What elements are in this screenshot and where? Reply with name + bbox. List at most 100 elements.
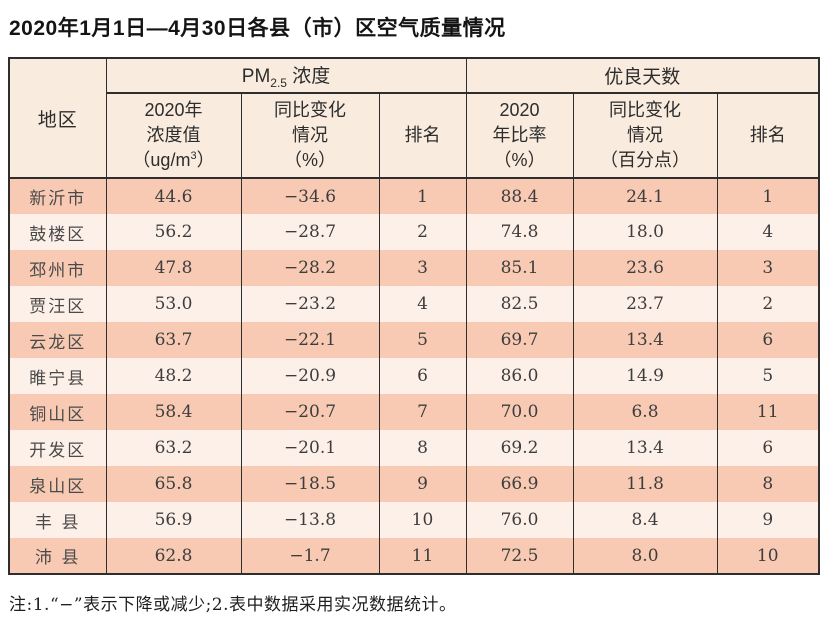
cell-pm-change: −28.7 bbox=[240, 214, 380, 250]
cell-pm-change: −28.2 bbox=[240, 250, 380, 286]
cell-good-change: 6.8 bbox=[572, 394, 718, 430]
cell-pm-rank: 4 bbox=[378, 286, 467, 322]
cell-pm-change: −20.1 bbox=[240, 430, 380, 466]
air-quality-table: 地区 PM2.5 浓度 优良天数 2020年 浓度值 （ug/m3） 同比变化 … bbox=[8, 57, 820, 575]
header-group-row: 地区 PM2.5 浓度 优良天数 bbox=[8, 58, 820, 179]
column-group-good-days: 优良天数 bbox=[465, 58, 820, 94]
cell-good-rate: 69.7 bbox=[465, 322, 574, 358]
table-row: 睢宁县 48.2 −20.9 6 86.0 14.9 5 bbox=[8, 358, 820, 394]
cell-good-rank: 6 bbox=[716, 322, 820, 358]
pm25-label-prefix: PM bbox=[241, 66, 271, 88]
cell-region: 开发区 bbox=[8, 430, 107, 466]
cell-good-change: 24.1 bbox=[572, 178, 718, 214]
cell-pm-rank: 9 bbox=[378, 466, 467, 502]
cell-region: 云龙区 bbox=[8, 322, 107, 358]
table-row: 泉山区 65.8 −18.5 9 66.9 11.8 8 bbox=[8, 466, 820, 502]
cell-good-change: 13.4 bbox=[572, 322, 718, 358]
pm-value-header-unit-sup: 3 bbox=[190, 150, 197, 163]
cell-good-rank: 4 bbox=[716, 214, 820, 250]
cell-good-change: 8.0 bbox=[572, 538, 718, 574]
cell-good-rate: 88.4 bbox=[465, 178, 574, 214]
cell-good-rank: 1 bbox=[716, 178, 820, 214]
cell-good-change: 23.6 bbox=[572, 250, 718, 286]
cell-pm-rank: 8 bbox=[378, 430, 467, 466]
good-rate-header-line2: 年比率 bbox=[492, 124, 547, 145]
pm-change-header-line1: 同比变化 bbox=[274, 99, 346, 120]
column-header-pm-change: 同比变化 情况 （%） bbox=[240, 93, 380, 179]
column-group-pm25: PM2.5 浓度 bbox=[105, 58, 467, 94]
cell-pm-value: 62.8 bbox=[105, 538, 242, 574]
cell-good-rate: 70.0 bbox=[465, 394, 574, 430]
cell-good-rank: 11 bbox=[716, 394, 820, 430]
good-rate-header-unit: （%） bbox=[493, 150, 546, 171]
table-row: 云龙区 63.7 −22.1 5 69.7 13.4 6 bbox=[8, 322, 820, 358]
pm-value-header-line2: 浓度值 bbox=[146, 124, 201, 145]
cell-pm-value: 47.8 bbox=[105, 250, 242, 286]
cell-pm-change: −23.2 bbox=[240, 286, 380, 322]
cell-good-rank: 5 bbox=[716, 358, 820, 394]
good-change-header-line1: 同比变化 bbox=[609, 99, 681, 120]
cell-pm-rank: 6 bbox=[378, 358, 467, 394]
cell-region: 睢宁县 bbox=[8, 358, 107, 394]
cell-region: 贾汪区 bbox=[8, 286, 107, 322]
cell-good-rate: 82.5 bbox=[465, 286, 574, 322]
cell-pm-value: 48.2 bbox=[105, 358, 242, 394]
cell-pm-rank: 1 bbox=[378, 178, 467, 214]
cell-good-rank: 3 bbox=[716, 250, 820, 286]
cell-pm-rank: 11 bbox=[378, 538, 467, 574]
cell-pm-change: −20.9 bbox=[240, 358, 380, 394]
good-change-header-unit: （百分点） bbox=[600, 150, 690, 171]
pm-value-header-unit-post: ） bbox=[196, 150, 215, 171]
cell-region: 丰 县 bbox=[8, 502, 107, 538]
cell-good-rank: 2 bbox=[716, 286, 820, 322]
column-header-pm-value: 2020年 浓度值 （ug/m3） bbox=[105, 93, 242, 179]
cell-good-rate: 66.9 bbox=[465, 466, 574, 502]
cell-good-rate: 76.0 bbox=[465, 502, 574, 538]
pm25-subscript: 2.5 bbox=[270, 75, 287, 90]
cell-pm-change: −18.5 bbox=[240, 466, 380, 502]
good-change-header-line2: 情况 bbox=[627, 124, 663, 145]
cell-pm-change: −22.1 bbox=[240, 322, 380, 358]
cell-pm-value: 65.8 bbox=[105, 466, 242, 502]
cell-pm-rank: 10 bbox=[378, 502, 467, 538]
pm-value-header-unit-pre: （ug/m bbox=[132, 150, 191, 171]
table-row: 邳州市 47.8 −28.2 3 85.1 23.6 3 bbox=[8, 250, 820, 286]
pm-change-header-line2: 情况 bbox=[292, 124, 328, 145]
cell-pm-change: −34.6 bbox=[240, 178, 380, 214]
table-row: 铜山区 58.4 −20.7 7 70.0 6.8 11 bbox=[8, 394, 820, 430]
cell-pm-value: 56.9 bbox=[105, 502, 242, 538]
table-row: 鼓楼区 56.2 −28.7 2 74.8 18.0 4 bbox=[8, 214, 820, 250]
cell-good-change: 11.8 bbox=[572, 466, 718, 502]
cell-good-change: 18.0 bbox=[572, 214, 718, 250]
cell-pm-rank: 3 bbox=[378, 250, 467, 286]
cell-good-change: 14.9 bbox=[572, 358, 718, 394]
table-row: 新沂市 44.6 −34.6 1 88.4 24.1 1 bbox=[8, 178, 820, 214]
cell-good-rank: 9 bbox=[716, 502, 820, 538]
cell-pm-change: −20.7 bbox=[240, 394, 380, 430]
pm-change-header-unit: （%） bbox=[283, 150, 336, 171]
cell-pm-rank: 7 bbox=[378, 394, 467, 430]
cell-pm-rank: 5 bbox=[378, 322, 467, 358]
cell-pm-value: 56.2 bbox=[105, 214, 242, 250]
cell-good-rate: 72.5 bbox=[465, 538, 574, 574]
cell-good-rank: 8 bbox=[716, 466, 820, 502]
column-header-pm-rank: 排名 bbox=[378, 93, 467, 179]
table-row: 丰 县 56.9 −13.8 10 76.0 8.4 9 bbox=[8, 502, 820, 538]
cell-pm-value: 63.2 bbox=[105, 430, 242, 466]
cell-region: 沛 县 bbox=[8, 538, 107, 574]
table-body: 新沂市 44.6 −34.6 1 88.4 24.1 1 鼓楼区 56.2 −2… bbox=[8, 178, 820, 574]
pm-value-header-line1: 2020年 bbox=[144, 99, 203, 120]
cell-pm-value: 44.6 bbox=[105, 178, 242, 214]
cell-pm-value: 53.0 bbox=[105, 286, 242, 322]
cell-pm-rank: 2 bbox=[378, 214, 467, 250]
cell-good-rate: 85.1 bbox=[465, 250, 574, 286]
page-title: 2020年1月1日—4月30日各县（市）区空气质量情况 bbox=[9, 17, 506, 40]
cell-region: 鼓楼区 bbox=[8, 214, 107, 250]
cell-good-rate: 74.8 bbox=[465, 214, 574, 250]
cell-good-change: 23.7 bbox=[572, 286, 718, 322]
table-row: 开发区 63.2 −20.1 8 69.2 13.4 6 bbox=[8, 430, 820, 466]
cell-pm-value: 58.4 bbox=[105, 394, 242, 430]
cell-pm-change: −1.7 bbox=[240, 538, 380, 574]
cell-pm-change: −13.8 bbox=[240, 502, 380, 538]
